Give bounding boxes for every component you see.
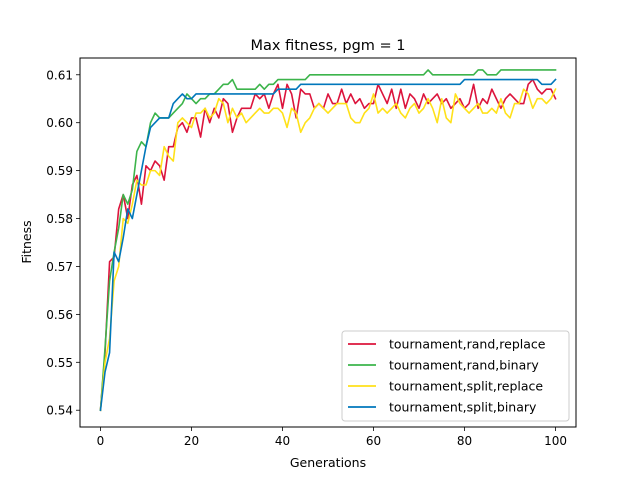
y-tick-label: 0.54 <box>46 404 73 418</box>
x-axis-label: Generations <box>290 455 366 470</box>
series-lines <box>99 69 557 412</box>
x-tick-label: 20 <box>184 434 199 448</box>
x-axis-ticks: 0 20 40 60 80 100 <box>97 427 567 448</box>
y-tick-label: 0.56 <box>46 308 73 322</box>
y-axis-label: Fitness <box>19 220 34 263</box>
chart-title: Max fitness, pgm = 1 <box>251 38 406 54</box>
legend-label-3: tournament,split,binary <box>389 400 537 415</box>
legend-entries: tournament,rand,replace tournament,rand,b… <box>348 337 546 415</box>
x-tick-label: 40 <box>275 434 290 448</box>
x-tick-label: 80 <box>457 434 472 448</box>
y-tick-label: 0.55 <box>46 356 73 370</box>
y-tick-label: 0.60 <box>46 116 73 130</box>
x-tick-label: 100 <box>544 434 567 448</box>
y-tick-label: 0.61 <box>46 68 73 82</box>
legend-label-2: tournament,split,replace <box>389 379 543 394</box>
series-line-2 <box>99 88 557 412</box>
legend: tournament,rand,replace tournament,rand,b… <box>341 330 570 422</box>
legend-label-0: tournament,rand,replace <box>389 337 546 352</box>
y-tick-label: 0.58 <box>46 212 73 226</box>
y-tick-label: 0.57 <box>46 260 73 274</box>
series-line-1 <box>99 69 557 412</box>
legend-box <box>341 330 570 422</box>
legend-label-1: tournament,rand,binary <box>389 358 539 373</box>
series-line-3 <box>99 78 557 412</box>
x-tick-label: 60 <box>366 434 381 448</box>
x-tick-label: 0 <box>97 434 105 448</box>
y-axis-ticks: 0.54 0.55 0.56 0.57 0.58 0.59 0.60 0.61 <box>46 68 80 418</box>
y-tick-label: 0.59 <box>46 164 73 178</box>
plot-area-frame <box>79 57 577 428</box>
